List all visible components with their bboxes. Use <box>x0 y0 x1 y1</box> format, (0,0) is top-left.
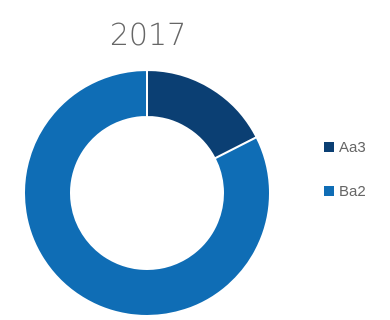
legend-swatch-aa3 <box>324 142 334 152</box>
donut-slices <box>23 68 271 317</box>
legend-label-ba2: Ba2 <box>339 183 366 200</box>
chart-legend: Aa3 Ba2 <box>324 139 366 200</box>
legend-label-aa3: Aa3 <box>339 139 366 156</box>
legend-swatch-ba2 <box>324 186 334 196</box>
chart-title: 2017 <box>110 18 186 53</box>
donut-slice-ba2 <box>23 68 271 317</box>
